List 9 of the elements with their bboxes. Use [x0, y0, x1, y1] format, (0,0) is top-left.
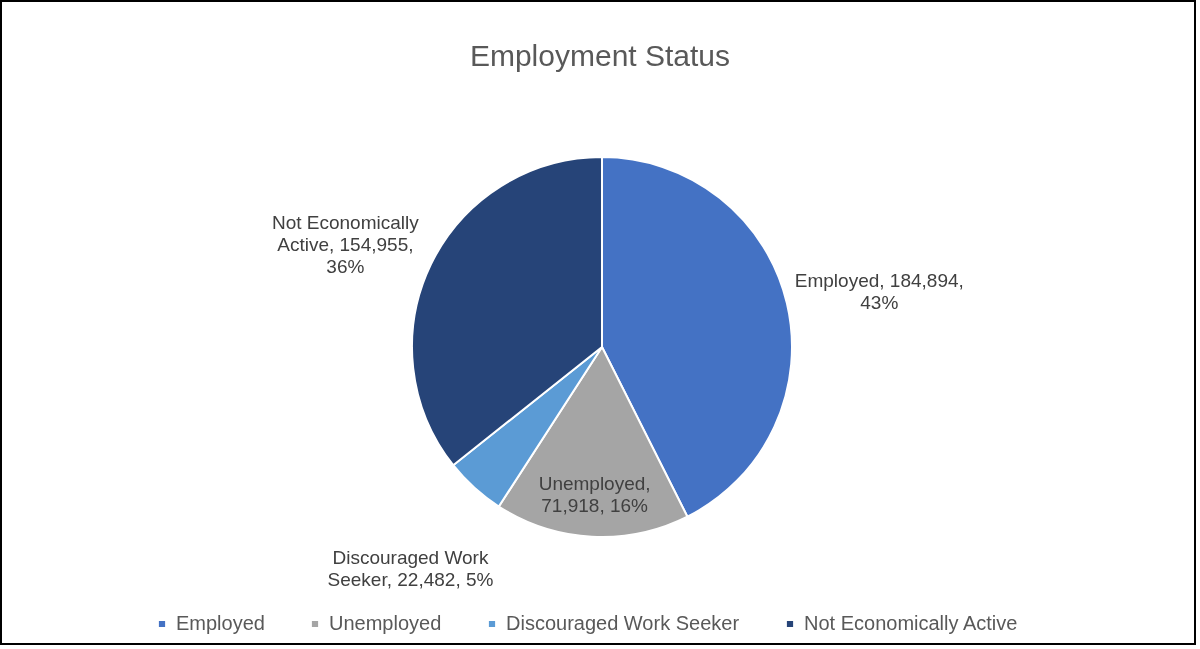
legend-label: Discouraged Work Seeker — [506, 612, 740, 634]
chart-title: Employment Status — [469, 39, 731, 72]
data-label: Employed, 184,894, 43% — [794, 270, 964, 314]
data-label: Unemployed, 71,918, 16% — [538, 472, 651, 516]
data-label: Not Economically Active, 154,955, 36% — [271, 212, 420, 278]
legend-label: Unemployed — [329, 612, 442, 634]
data-label: Discouraged Work Seeker, 22,482, 5% — [327, 547, 494, 591]
legend-label: Not Economically Active — [804, 612, 1018, 634]
legend-label: Employed — [176, 612, 265, 634]
